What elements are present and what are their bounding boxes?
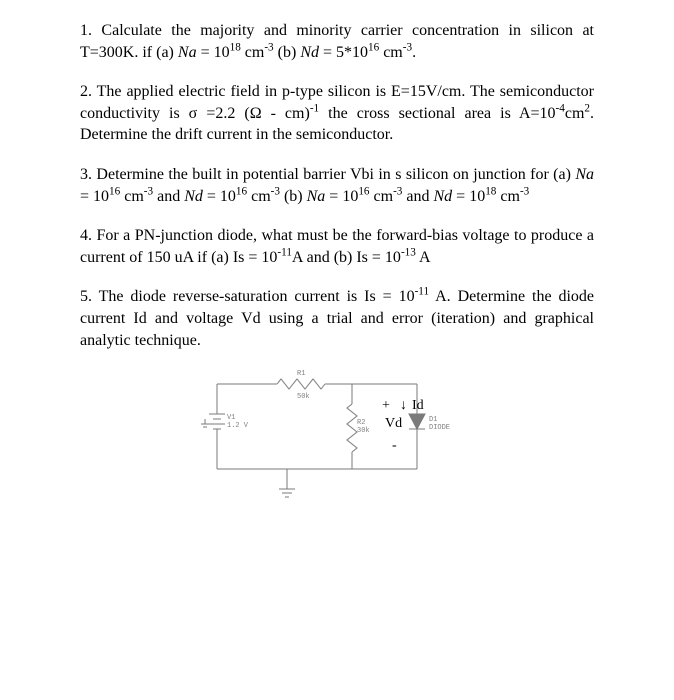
problem-number: 4.: [80, 227, 92, 244]
r2-value: 30k: [357, 427, 370, 435]
page: 1. Calculate the majority and minority c…: [0, 0, 674, 519]
problem-3: 3. Determine the built in potential barr…: [80, 164, 594, 207]
problem-number: 1.: [80, 22, 92, 39]
anno-arrow: ↓: [400, 398, 407, 413]
anno-plus: +: [382, 398, 390, 413]
problem-text: Determine the built in potential barrier…: [80, 166, 594, 205]
problem-4: 4. For a PN-junction diode, what must be…: [80, 225, 594, 268]
problem-5: 5. The diode reverse-saturation current …: [80, 286, 594, 351]
d1-value: DIODE: [429, 424, 450, 432]
problem-text: The diode reverse-saturation current is …: [80, 288, 594, 348]
problem-number: 5.: [80, 288, 92, 305]
v1-value: 1.2 V: [227, 422, 249, 430]
anno-vd: Vd: [385, 416, 402, 431]
problem-number: 2.: [80, 83, 92, 100]
r1-name: R1: [297, 370, 305, 378]
anno-minus: -: [392, 438, 397, 453]
v1-name: V1: [227, 414, 235, 422]
problem-text: The applied electric field in p-type sil…: [80, 83, 594, 143]
problem-number: 3.: [80, 166, 92, 183]
d1-name: D1: [429, 416, 437, 424]
r2-name: R2: [357, 419, 365, 427]
r1-value: 50k: [297, 393, 310, 401]
problem-text: For a PN-junction diode, what must be th…: [80, 227, 594, 266]
problem-2: 2. The applied electric field in p-type …: [80, 81, 594, 146]
anno-id: Id: [412, 398, 424, 413]
problem-1: 1. Calculate the majority and minority c…: [80, 20, 594, 63]
circuit-diagram: R1 50k R2 30k D1 DIODE: [80, 369, 594, 509]
problem-text: Calculate the majority and minority carr…: [80, 22, 594, 61]
